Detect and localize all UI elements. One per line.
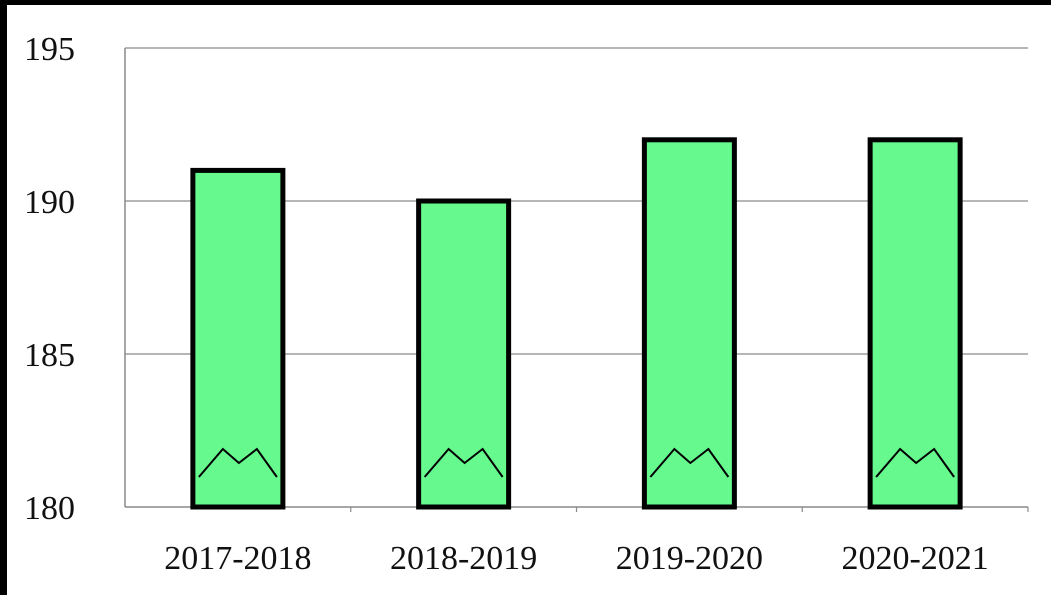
x-tick-labels: 2017-2018 2018-2019 2019-2020 2020-2021 xyxy=(164,540,989,577)
axis-break-mark xyxy=(198,447,278,478)
y-tick-label: 185 xyxy=(24,337,75,374)
y-tick-labels: 180 185 190 195 xyxy=(24,31,75,527)
y-tick-label: 190 xyxy=(24,184,75,221)
bar xyxy=(641,137,737,510)
x-tick-label: 2017-2018 xyxy=(164,540,311,577)
axis-break-mark xyxy=(423,447,504,478)
x-tick-label: 2018-2019 xyxy=(390,540,537,577)
y-tick-label: 180 xyxy=(24,490,75,527)
bar xyxy=(190,167,286,510)
x-tick-label: 2020-2021 xyxy=(841,540,988,577)
bar xyxy=(867,137,963,510)
y-tick-label: 195 xyxy=(24,31,75,68)
bars xyxy=(190,137,963,510)
x-tick-label: 2019-2020 xyxy=(616,540,763,577)
bar xyxy=(416,198,512,510)
axis-break-mark xyxy=(875,447,955,478)
axis-break-mark xyxy=(649,447,730,478)
